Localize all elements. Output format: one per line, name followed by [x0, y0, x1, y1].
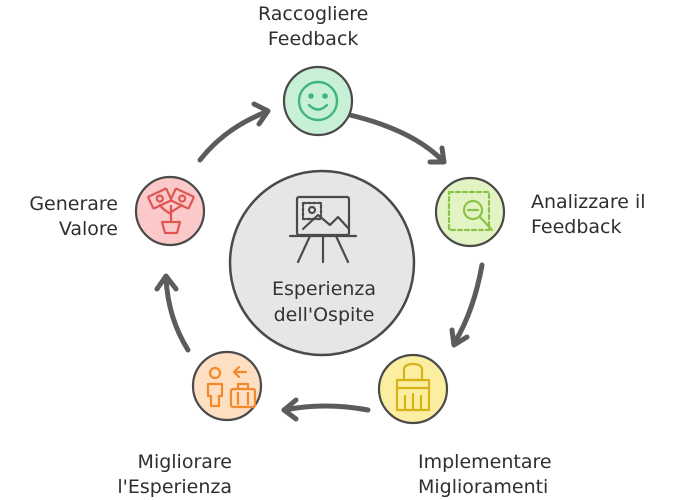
- arrowhead-4: [154, 273, 179, 292]
- center-label-line2: dell'Ospite: [273, 304, 375, 326]
- label-improve-experience: Migliorare l'Esperienza: [100, 450, 232, 500]
- label-implement-improvements-line1: Implementare: [418, 451, 552, 473]
- label-improve-experience-line2: l'Esperienza: [117, 476, 232, 498]
- easel-picture-icon: [288, 195, 358, 264]
- center-label-line1: Esperienza: [271, 278, 377, 300]
- paint-brush-icon: [395, 362, 431, 412]
- step-circle-collect-feedback: [282, 65, 354, 137]
- label-implement-improvements-line2: Miglioramenti: [418, 476, 549, 498]
- label-analyze-feedback-line2: Feedback: [531, 216, 622, 238]
- label-analyze-feedback: Analizzare il Feedback: [531, 190, 646, 240]
- label-generate-value-line2: Valore: [58, 218, 118, 240]
- label-analyze-feedback-line1: Analizzare il: [531, 191, 646, 213]
- arrowhead-5: [251, 101, 271, 127]
- label-collect-feedback-line1: Raccogliere: [258, 3, 369, 25]
- step-circle-improve-experience: [191, 350, 263, 422]
- label-generate-value-line1: Generare: [29, 193, 118, 215]
- center-label: Esperienza dell'Ospite: [236, 276, 412, 328]
- label-collect-feedback-line2: Feedback: [267, 28, 359, 50]
- center-circle: [228, 169, 416, 357]
- smiley-face-icon: [297, 80, 339, 122]
- arrowhead-1: [427, 145, 447, 165]
- magnify-analysis-icon: [447, 190, 494, 232]
- arrowhead-2: [449, 327, 470, 348]
- traveler-luggage-icon: [206, 365, 257, 409]
- arrowhead-3: [281, 397, 299, 422]
- step-circle-analyze-feedback: [434, 176, 506, 248]
- arrow-implement-to-improve: [281, 403, 371, 413]
- arrow-collect-to-analyze: [347, 112, 445, 163]
- label-implement-improvements: Implementare Miglioramenti: [418, 450, 552, 500]
- label-collect-feedback: Raccogliere Feedback: [258, 2, 368, 52]
- arrow-value-to-collect: [197, 109, 269, 163]
- label-improve-experience-line1: Migliorare: [137, 451, 232, 473]
- label-generate-value: Generare Valore: [10, 192, 118, 242]
- arrow-analyze-to-implement: [452, 262, 485, 345]
- arrow-improve-to-value: [163, 275, 191, 353]
- money-plant-icon: [147, 187, 195, 235]
